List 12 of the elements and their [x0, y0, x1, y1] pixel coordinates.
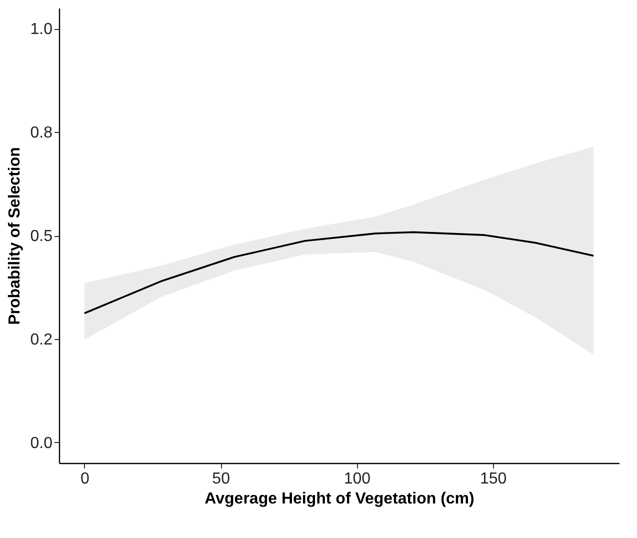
y-tick-label: 0.2: [30, 331, 53, 348]
x-tick-label: 150: [480, 470, 507, 488]
y-tick-label: 1.0: [30, 21, 53, 38]
x-tick-label: 100: [344, 470, 371, 488]
line-series: [84, 231, 594, 314]
x-tick-label: 50: [212, 470, 230, 488]
y-tick-label: 0.8: [30, 124, 53, 142]
x-tick-label: 0: [80, 470, 90, 488]
x-axis-title: Avgerage Height of Vegetation (cm): [204, 490, 474, 508]
y-tick-label: 0.0: [30, 434, 53, 452]
y-axis-title: Probability of Selection: [6, 147, 24, 325]
y-tick-label: 0.5: [30, 228, 53, 245]
